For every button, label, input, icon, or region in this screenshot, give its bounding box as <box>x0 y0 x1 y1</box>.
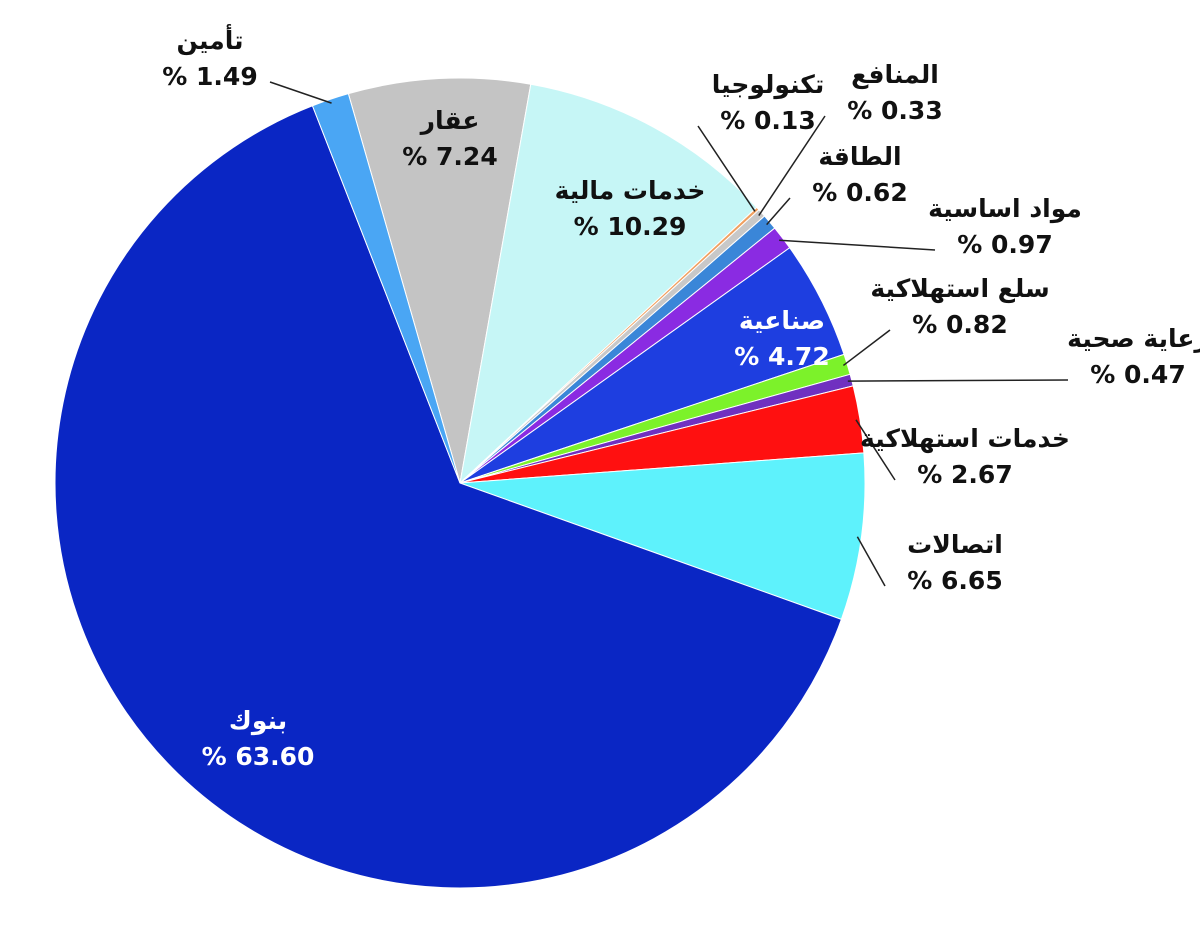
leader-line <box>269 81 332 104</box>
value-label: % 2.67 <box>917 460 1012 489</box>
value-label: % 0.33 <box>847 96 942 125</box>
leader-line <box>855 419 896 481</box>
value-label: % 4.72 <box>734 342 829 371</box>
slice-label: رعاية صحية <box>1067 324 1200 353</box>
leader-line <box>766 197 791 226</box>
slice-label: مواد اساسية <box>928 194 1082 224</box>
value-label: % 0.13 <box>720 106 815 135</box>
value-label: % 6.65 <box>907 566 1002 595</box>
pie-slice <box>459 452 866 621</box>
value-label: % 0.47 <box>1090 360 1185 389</box>
slice-label: المنافع <box>851 60 939 90</box>
slice-label: خدمات مالية <box>555 176 706 205</box>
leader-line <box>779 239 936 251</box>
leader-line <box>842 329 891 367</box>
slice-label: تأمين <box>177 24 244 56</box>
value-label: % 7.24 <box>402 142 497 171</box>
leader-line <box>758 115 826 216</box>
leader-line <box>847 379 1069 382</box>
slice-label: تكنولوجيا <box>712 70 824 100</box>
value-label: % 0.97 <box>957 230 1052 259</box>
slice-label: عقار <box>419 106 480 135</box>
leader-line <box>856 536 886 587</box>
value-label: % 10.29 <box>574 212 687 241</box>
value-label: % 0.62 <box>812 178 907 207</box>
slice-label: صناعية <box>739 306 825 335</box>
pie-slice <box>54 105 842 889</box>
slice-label: اتصالات <box>907 530 1003 559</box>
slice-label: خدمات استهلاكية <box>860 424 1070 454</box>
value-label: % 1.49 <box>162 62 257 91</box>
pie-slice <box>311 93 461 484</box>
value-label: % 0.82 <box>912 310 1007 339</box>
leader-line <box>697 125 756 212</box>
slice-label: بنوك <box>229 706 287 736</box>
value-label: % 63.60 <box>202 742 315 771</box>
pie-slice <box>347 77 532 484</box>
slice-label: الطاقة <box>818 142 901 171</box>
slice-label: سلع استهلاكية <box>870 274 1049 304</box>
